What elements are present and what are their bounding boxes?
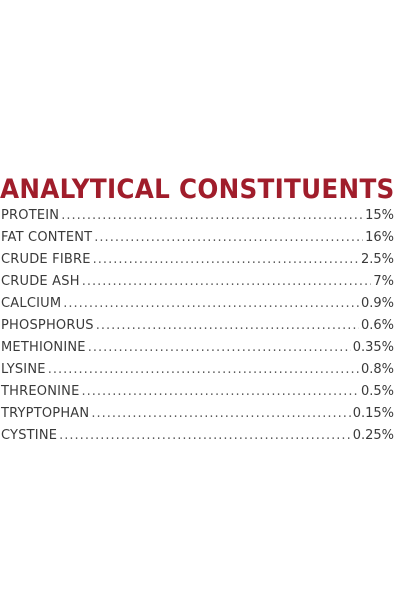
list-item-crude-fibre: CRUDE FIBRE 2.5% [1,249,394,271]
constituent-value: 0.5% [360,384,394,399]
page-title: ANALYTICAL CONSTITUENTS [0,173,395,205]
dot-leader [48,359,359,381]
dot-leader [61,205,363,227]
constituent-value: 15% [365,208,394,223]
dot-leader [94,227,363,249]
constituent-label: FAT CONTENT [1,230,93,245]
list-item-threonine: THREONINE 0.5% [1,381,394,403]
constituent-value: 0.35% [352,340,394,355]
dot-leader [63,293,359,315]
list-item-protein: PROTEIN 15% [1,205,394,227]
constituent-label: CRUDE FIBRE [1,252,91,267]
dot-leader [59,425,351,447]
constituents-list: PROTEIN 15% FAT CONTENT 16% CRUDE FIBRE … [1,205,394,447]
constituent-label: PHOSPHORUS [1,318,94,333]
list-item-methionine: METHIONINE 0.35% [1,337,394,359]
constituent-label: CRUDE ASH [1,274,80,289]
constituent-value: 2.5% [360,252,394,267]
list-item-calcium: CALCIUM 0.9% [1,293,394,315]
list-item-crude-ash: CRUDE ASH 7% [1,271,394,293]
constituent-label: METHIONINE [1,340,86,355]
list-item-lysine: LYSINE 0.8% [1,359,394,381]
constituent-value: 0.6% [360,318,394,333]
constituent-label: TRYPTOPHAN [1,406,90,421]
constituent-value: 0.9% [360,296,394,311]
constituent-value: 16% [365,230,394,245]
constituent-value: 7% [373,274,394,289]
dot-leader [82,381,359,403]
dot-leader [91,403,350,425]
constituent-label: CYSTINE [1,428,58,443]
constituent-value: 0.15% [352,406,394,421]
dot-leader [93,249,359,271]
constituent-label: PROTEIN [1,208,60,223]
constituent-value: 0.25% [352,428,394,443]
list-item-cystine: CYSTINE 0.25% [1,425,394,447]
list-item-tryptophan: TRYPTOPHAN 0.15% [1,403,394,425]
list-item-fat-content: FAT CONTENT 16% [1,227,394,249]
dot-leader [88,337,351,359]
constituent-label: THREONINE [1,384,80,399]
dot-leader [82,271,372,293]
dot-leader [96,315,359,337]
constituent-label: LYSINE [1,362,46,377]
constituent-label: CALCIUM [1,296,62,311]
list-item-phosphorus: PHOSPHORUS 0.6% [1,315,394,337]
constituent-value: 0.8% [360,362,394,377]
